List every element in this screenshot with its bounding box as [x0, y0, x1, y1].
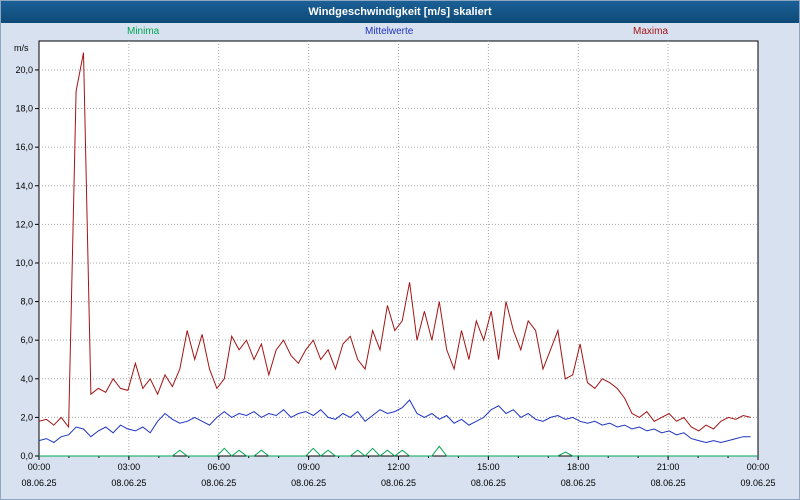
- svg-text:06:00: 06:00: [207, 462, 230, 472]
- svg-text:0,0: 0,0: [20, 451, 33, 461]
- svg-text:16,0: 16,0: [15, 142, 33, 152]
- chart-title: Windgeschwindigkeit [m/s] skaliert: [308, 6, 492, 18]
- svg-text:08.06.25: 08.06.25: [291, 478, 326, 488]
- svg-text:18:00: 18:00: [567, 462, 590, 472]
- svg-text:14,0: 14,0: [15, 181, 33, 191]
- svg-text:6,0: 6,0: [20, 335, 33, 345]
- legend-maxima: Maxima: [633, 26, 669, 37]
- legend-mittelwerte: Mittelwerte: [365, 26, 414, 37]
- chart-legend: Minima Mittelwerte Maxima: [1, 26, 799, 40]
- svg-text:20,0: 20,0: [15, 65, 33, 75]
- svg-text:12,0: 12,0: [15, 219, 33, 229]
- svg-text:12:00: 12:00: [387, 462, 410, 472]
- svg-text:m/s: m/s: [14, 43, 29, 53]
- svg-text:21:00: 21:00: [657, 462, 680, 472]
- svg-text:15:00: 15:00: [477, 462, 500, 472]
- legend-minima: Minima: [127, 26, 160, 37]
- svg-text:4,0: 4,0: [20, 374, 33, 384]
- title-bar: Windgeschwindigkeit [m/s] skaliert: [1, 1, 799, 23]
- svg-text:18,0: 18,0: [15, 104, 33, 114]
- svg-text:08.06.25: 08.06.25: [561, 478, 596, 488]
- svg-text:03:00: 03:00: [118, 462, 141, 472]
- svg-text:09:00: 09:00: [297, 462, 320, 472]
- svg-text:08.06.25: 08.06.25: [21, 478, 56, 488]
- wind-speed-line-chart: 0,0 2,0 4,0 6,0 8,0 10,0 12,0 14,0 16,0 18,0 20,0 0…: [14, 40, 776, 488]
- svg-text:00:00: 00:00: [747, 462, 770, 472]
- svg-text:08.06.25: 08.06.25: [381, 478, 416, 488]
- svg-text:10,0: 10,0: [15, 258, 33, 268]
- svg-text:08.06.25: 08.06.25: [201, 478, 236, 488]
- svg-text:08.06.25: 08.06.25: [111, 478, 146, 488]
- svg-text:08.06.25: 08.06.25: [651, 478, 686, 488]
- svg-text:8,0: 8,0: [20, 297, 33, 307]
- svg-text:2,0: 2,0: [20, 412, 33, 422]
- svg-text:08.06.25: 08.06.25: [471, 478, 506, 488]
- svg-text:09.06.25: 09.06.25: [740, 478, 775, 488]
- svg-text:00:00: 00:00: [28, 462, 51, 472]
